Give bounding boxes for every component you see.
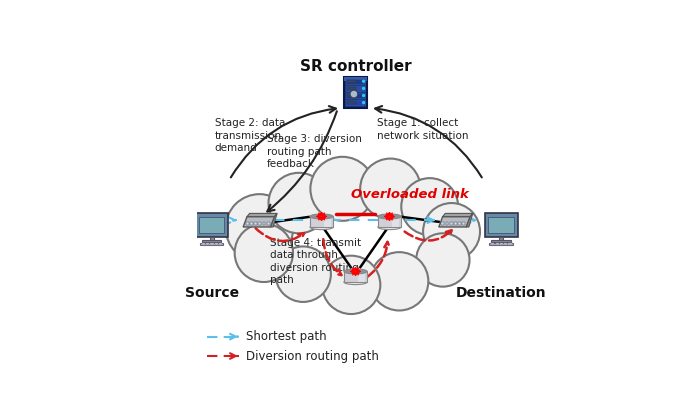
Ellipse shape <box>344 280 367 285</box>
Ellipse shape <box>310 214 333 219</box>
Bar <box>344 271 367 282</box>
Bar <box>267 222 270 226</box>
Bar <box>258 222 261 226</box>
Bar <box>508 244 512 245</box>
Bar <box>504 244 508 245</box>
Bar <box>347 101 356 104</box>
Circle shape <box>363 87 365 89</box>
Bar <box>446 222 449 226</box>
Text: Diversion routing path: Diversion routing path <box>246 349 379 362</box>
Text: Stage 1: collect
network situation: Stage 1: collect network situation <box>377 118 468 141</box>
Bar <box>491 240 511 242</box>
Ellipse shape <box>344 269 367 274</box>
Bar <box>210 236 214 241</box>
Polygon shape <box>247 213 277 217</box>
Bar <box>195 213 228 237</box>
Bar <box>211 243 214 244</box>
Bar <box>250 222 253 226</box>
Bar <box>219 243 222 244</box>
Bar <box>310 216 333 227</box>
Text: Overloaded link: Overloaded link <box>351 188 468 201</box>
Bar <box>392 216 399 227</box>
Ellipse shape <box>378 225 401 230</box>
Bar <box>206 243 209 244</box>
Bar <box>324 216 331 227</box>
Text: Stage 3: diversion
routing path
feedback: Stage 3: diversion routing path feedback <box>267 134 361 169</box>
Bar <box>206 244 209 245</box>
Text: Source: Source <box>185 286 239 300</box>
Bar <box>491 244 494 245</box>
Bar <box>254 222 257 226</box>
Circle shape <box>350 90 358 98</box>
Ellipse shape <box>378 214 401 219</box>
Bar <box>358 271 365 282</box>
Bar <box>346 100 365 105</box>
Bar <box>458 222 461 226</box>
Bar <box>347 80 356 83</box>
Bar <box>344 77 367 108</box>
Polygon shape <box>271 213 277 227</box>
Text: Shortest path: Shortest path <box>246 330 326 343</box>
FancyArrowPatch shape <box>323 239 342 275</box>
Bar <box>219 244 222 245</box>
Bar <box>347 87 356 90</box>
Bar <box>215 244 218 245</box>
Bar <box>442 222 444 226</box>
FancyArrowPatch shape <box>368 242 390 277</box>
Bar <box>246 222 248 226</box>
Bar <box>378 216 401 227</box>
Bar <box>496 244 498 245</box>
Bar <box>346 93 365 98</box>
Bar <box>489 243 512 245</box>
Bar <box>346 86 365 91</box>
FancyArrowPatch shape <box>256 228 304 241</box>
Bar <box>500 244 503 245</box>
Bar <box>199 217 225 233</box>
Polygon shape <box>466 213 473 227</box>
Bar <box>347 94 356 97</box>
Text: Stage 2: data
transmission
demand: Stage 2: data transmission demand <box>215 118 285 153</box>
Polygon shape <box>439 217 470 227</box>
FancyArrowPatch shape <box>405 230 452 241</box>
Bar <box>202 244 205 245</box>
Bar <box>504 243 508 244</box>
Text: Destination: Destination <box>456 286 547 300</box>
Bar <box>202 243 205 244</box>
Bar <box>450 222 453 226</box>
Bar <box>508 243 512 244</box>
Bar <box>211 244 214 245</box>
Bar <box>454 222 457 226</box>
Bar <box>496 243 498 244</box>
Bar <box>215 243 218 244</box>
Bar <box>500 243 503 244</box>
Polygon shape <box>442 213 472 217</box>
Circle shape <box>363 102 365 104</box>
Bar <box>262 222 265 226</box>
Bar <box>491 243 494 244</box>
Bar <box>484 213 517 237</box>
Bar <box>463 222 466 226</box>
Bar <box>202 240 221 242</box>
Circle shape <box>363 80 365 82</box>
Text: SR controller: SR controller <box>300 59 412 74</box>
Ellipse shape <box>310 225 333 230</box>
Bar <box>488 217 514 233</box>
Bar <box>344 77 367 81</box>
Circle shape <box>363 94 365 97</box>
Polygon shape <box>243 217 274 227</box>
Bar <box>499 236 503 241</box>
Bar <box>200 243 223 245</box>
Text: Stage 4: transmit
data through
diversion routing
path: Stage 4: transmit data through diversion… <box>270 238 361 285</box>
Bar <box>346 79 365 84</box>
